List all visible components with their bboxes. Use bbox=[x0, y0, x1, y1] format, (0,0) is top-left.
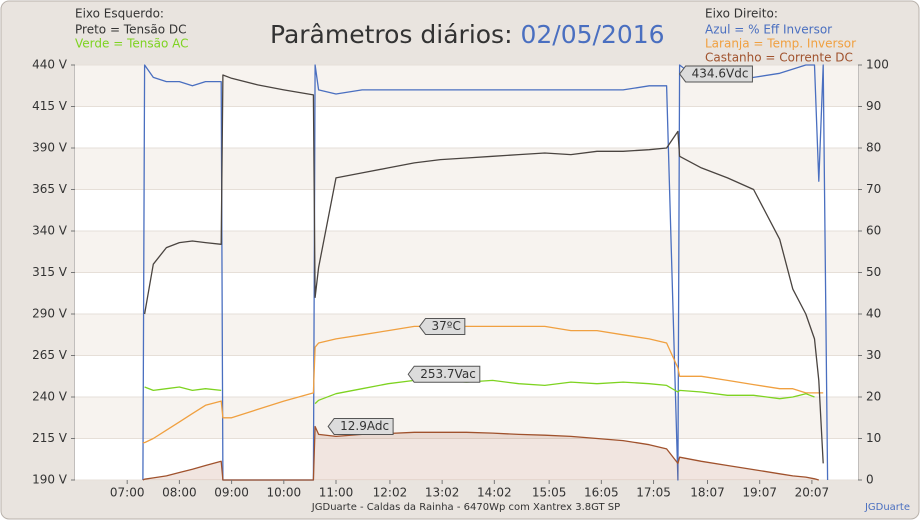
band bbox=[75, 397, 858, 439]
y-tick-label: 415 V bbox=[32, 99, 68, 113]
x-tick-label: 18:07 bbox=[690, 486, 725, 500]
y2-tick-label: 50 bbox=[866, 265, 881, 279]
title-text: Parâmetros diários: bbox=[270, 20, 513, 49]
series-line bbox=[142, 425, 819, 481]
legend-entry: Castanho = Corrente DC bbox=[705, 51, 853, 65]
y-tick-label: 340 V bbox=[32, 224, 68, 238]
band bbox=[75, 148, 858, 190]
y-tick-label: 365 V bbox=[32, 182, 68, 196]
series-line bbox=[144, 379, 815, 405]
x-tick-label: 15:05 bbox=[532, 486, 567, 500]
callout-label: 37ºC bbox=[432, 319, 461, 333]
legend-entry: Preto = Tensão DC bbox=[75, 23, 186, 37]
x-tick-label: 11:00 bbox=[319, 486, 354, 500]
x-tick-label: 08:00 bbox=[162, 486, 197, 500]
y2-tick-label: 100 bbox=[866, 58, 889, 72]
y-tick-label: 290 V bbox=[32, 307, 68, 321]
x-tick-label: 10:00 bbox=[267, 486, 302, 500]
footer: JGDuarte - Caldas da Rainha - 6470Wp com… bbox=[311, 502, 620, 513]
y-tick-label: 190 V bbox=[32, 473, 68, 487]
y-tick-label: 440 V bbox=[32, 58, 68, 72]
callout-box bbox=[327, 417, 394, 435]
callout-label: 434.6Vdc bbox=[692, 66, 749, 80]
y-tick-label: 390 V bbox=[32, 141, 68, 155]
legend-right-title: Eixo Direito: bbox=[705, 7, 778, 21]
series-line bbox=[143, 74, 824, 464]
callout: 12.9Adc bbox=[327, 417, 394, 435]
y2-tick-label: 20 bbox=[866, 390, 881, 404]
y2-tick-label: 10 bbox=[866, 431, 881, 445]
series-area bbox=[142, 426, 819, 480]
legend-entry: Laranja = Temp. Inversor bbox=[705, 37, 856, 51]
band bbox=[75, 106, 858, 148]
legend-entry: Verde = Tensão AC bbox=[75, 37, 188, 51]
callout: 37ºC bbox=[418, 317, 466, 335]
x-tick-label: 09:00 bbox=[214, 486, 249, 500]
y-tick-label: 215 V bbox=[32, 431, 68, 445]
y2-tick-label: 0 bbox=[866, 473, 874, 487]
bands bbox=[75, 64, 858, 481]
band bbox=[75, 189, 858, 231]
x-tick-label: 20:07 bbox=[795, 486, 830, 500]
y2-tick-label: 60 bbox=[866, 224, 881, 238]
x-tick-label: 16:05 bbox=[584, 486, 619, 500]
x-tick-label: 07:00 bbox=[110, 486, 145, 500]
band bbox=[75, 438, 858, 480]
callout-label: 12.9Adc bbox=[340, 419, 389, 433]
series-line bbox=[142, 64, 829, 481]
credit: JGDuarte bbox=[864, 502, 910, 513]
y2-tick-label: 30 bbox=[866, 348, 881, 362]
y-tick-label: 240 V bbox=[32, 390, 68, 404]
callout-box bbox=[418, 317, 466, 335]
callout-box bbox=[679, 65, 753, 83]
callout-label: 253.7Vac bbox=[420, 367, 476, 381]
y2-tick-label: 90 bbox=[866, 99, 881, 113]
y2-tick-label: 40 bbox=[866, 307, 881, 321]
title-date: 02/05/2016 bbox=[520, 20, 664, 49]
legend-left-title: Eixo Esquerdo: bbox=[75, 7, 164, 21]
y-tick-label: 265 V bbox=[32, 348, 68, 362]
x-tick-label: 14:02 bbox=[477, 486, 512, 500]
chart-title: Parâmetros diários: 02/05/2016 bbox=[270, 20, 665, 49]
x-tick-label: 19:07 bbox=[742, 486, 777, 500]
y2-tick-label: 80 bbox=[866, 141, 881, 155]
y-tick-label: 315 V bbox=[32, 265, 68, 279]
callout: 253.7Vac bbox=[407, 365, 481, 383]
band bbox=[75, 314, 858, 356]
x-tick-label: 17:05 bbox=[636, 486, 671, 500]
y2-tick-label: 70 bbox=[866, 182, 881, 196]
callout: 434.6Vdc bbox=[679, 65, 753, 83]
band bbox=[75, 272, 858, 314]
x-tick-label: 12:02 bbox=[373, 486, 408, 500]
callout-box bbox=[407, 365, 481, 383]
legend-entry: Azul = % Eff Inversor bbox=[705, 23, 832, 37]
band bbox=[75, 231, 858, 273]
x-tick-label: 13:02 bbox=[425, 486, 460, 500]
